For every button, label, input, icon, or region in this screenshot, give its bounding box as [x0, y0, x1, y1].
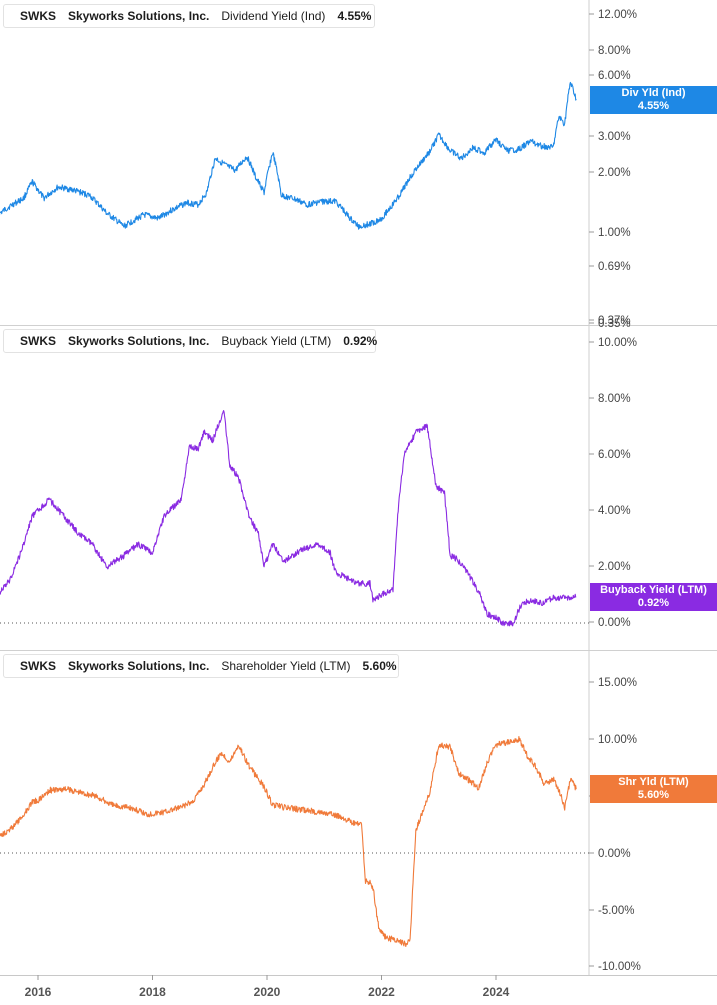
x-tick-label: 2016 [25, 985, 52, 999]
y-tick-label: 0.69% [598, 261, 631, 273]
y-tick-label: 10.00% [598, 734, 637, 746]
legend-metric: Shareholder Yield (LTM) [221, 659, 351, 673]
legend-value: 0.92% [343, 334, 378, 348]
y-tick-label: 0.00% [598, 848, 631, 860]
legend-company: Skyworks Solutions, Inc. [68, 334, 210, 348]
y-tick-label: 0.37% [598, 315, 631, 327]
y-tick-label: 3.00% [598, 131, 631, 143]
y-tick-label: 10.00% [598, 337, 637, 349]
series-line-dividend [0, 81, 577, 230]
value-tag-value: 4.55% [637, 100, 670, 112]
y-tick-label: 2.00% [598, 167, 631, 179]
y-tick-label: 4.00% [598, 505, 631, 517]
y-tick-label: -10.00% [598, 961, 641, 973]
x-tick-label: 2020 [254, 985, 281, 999]
y-tick-label: 6.00% [598, 70, 631, 82]
value-tag-label: Div Yld (Ind) [621, 87, 686, 99]
value-tag-label: Buyback Yield (LTM) [600, 584, 707, 596]
y-tick-label: 0.00% [598, 617, 631, 629]
series-line-shareholder [0, 735, 577, 948]
x-tick-label: 2018 [139, 985, 166, 999]
value-tag-shareholder: Shr Yld (LTM) 5.60% [590, 775, 717, 803]
legend-value: 5.60% [362, 659, 397, 673]
series-line-buyback [0, 410, 577, 627]
x-tick-label: 2022 [368, 985, 395, 999]
value-tag-buyback: Buyback Yield (LTM) 0.92% [590, 583, 717, 611]
value-tag-value: 0.92% [637, 597, 670, 609]
legend-metric: Dividend Yield (Ind) [221, 9, 326, 23]
legend-dividend: SWKS Skyworks Solutions, Inc. Dividend Y… [3, 4, 375, 28]
y-tick-label: -5.00% [598, 905, 634, 917]
y-tick-label: 12.00% [598, 9, 637, 21]
value-tag-dividend: Div Yld (Ind) 4.55% [590, 86, 717, 114]
x-tick-label: 2024 [483, 985, 510, 999]
legend-company: Skyworks Solutions, Inc. [68, 659, 210, 673]
y-tick-label: 8.00% [598, 393, 631, 405]
legend-ticker: SWKS [20, 334, 56, 348]
value-tag-label: Shr Yld (LTM) [618, 776, 689, 788]
legend-value: 4.55% [337, 9, 372, 23]
value-tag-value: 5.60% [637, 789, 670, 801]
legend-buyback: SWKS Skyworks Solutions, Inc. Buyback Yi… [3, 329, 378, 353]
y-tick-label: 0.35% [598, 318, 631, 330]
legend-metric: Buyback Yield (LTM) [221, 334, 332, 348]
y-tick-label: 8.00% [598, 45, 631, 57]
y-tick-label: 15.00% [598, 677, 637, 689]
legend-company: Skyworks Solutions, Inc. [68, 9, 210, 23]
y-tick-label: 1.00% [598, 227, 631, 239]
legend-shareholder: SWKS Skyworks Solutions, Inc. Shareholde… [3, 654, 399, 678]
y-tick-label: 6.00% [598, 449, 631, 461]
legend-ticker: SWKS [20, 9, 56, 23]
legend-ticker: SWKS [20, 659, 56, 673]
y-tick-label: 2.00% [598, 561, 631, 573]
